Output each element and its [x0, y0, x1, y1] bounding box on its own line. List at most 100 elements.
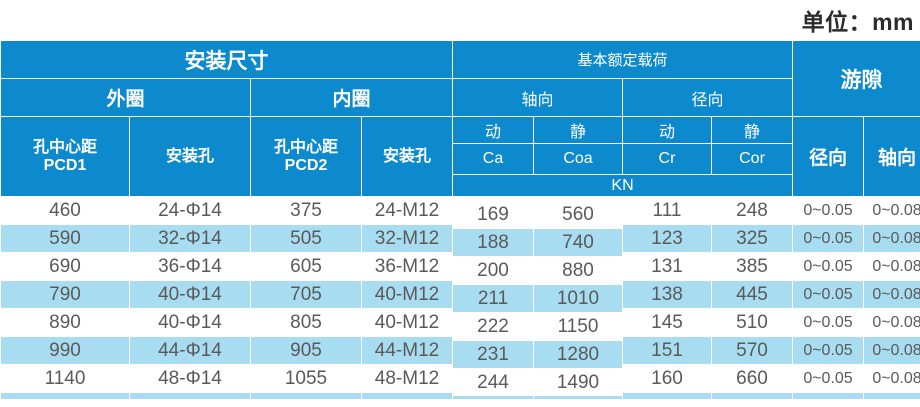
- cell-hole-inner: 24-M12: [362, 197, 452, 224]
- cell-cor: 510: [712, 309, 793, 336]
- cell-coa: 1150: [534, 313, 622, 340]
- cell-cor: 385: [712, 253, 793, 280]
- cell-clearance-axial: 0~0.08: [864, 337, 920, 364]
- cell-partial: [251, 393, 361, 399]
- cell-hole-outer: 40-Φ14: [130, 281, 250, 308]
- cell-pcd2: 605: [251, 253, 361, 280]
- cell-hole-inner: 40-M12: [362, 309, 452, 336]
- cell-coa: 560: [534, 201, 622, 228]
- cell-ca: 244: [453, 369, 533, 396]
- cell-hole-inner: 48-M12: [362, 365, 452, 392]
- cell-hole-inner: 36-M12: [362, 253, 452, 280]
- header-static-radial: 静: [712, 117, 793, 143]
- header-row-codes: Ca Coa Cr Cor: [1, 144, 920, 174]
- cell-clearance-axial: 0~0.08: [864, 281, 920, 308]
- header-row-load-unit: KN: [1, 175, 920, 196]
- cell-hole-inner: 44-M12: [362, 337, 452, 364]
- cell-cr: 123: [623, 225, 711, 252]
- cell-pcd2: 1055: [251, 365, 361, 392]
- cell-clearance-radial: 0~0.05: [793, 253, 864, 280]
- cell-coa: 740: [534, 229, 622, 256]
- cell-cr: 160: [623, 365, 711, 392]
- cell-coa: 1490: [534, 369, 622, 396]
- cell-clearance-radial: 0~0.05: [793, 197, 864, 224]
- table-row: 790 40-Φ14 705 40-M12 211 1010 138 445 0…: [1, 281, 920, 312]
- cell-cor: 325: [712, 225, 793, 252]
- cell-pcd2: 805: [251, 309, 361, 336]
- table-row: 1140 48-Φ14 1055 48-M12 244 1490 160 660…: [1, 365, 920, 396]
- cell-cr: 131: [623, 253, 711, 280]
- cell-cr: 111: [623, 197, 711, 224]
- cell-pcd1: 1140: [1, 365, 129, 392]
- cell-cor: 660: [712, 365, 793, 392]
- header-code-cor: Cor: [712, 144, 793, 174]
- cell-pcd1: 460: [1, 197, 129, 224]
- cell-pcd1: 790: [1, 281, 129, 308]
- cell-coa: 1010: [534, 285, 622, 312]
- cell-coa: 1280: [534, 341, 622, 368]
- header-code-ca: Ca: [453, 144, 533, 174]
- table-row: 990 44-Φ14 905 44-M12 231 1280 151 570 0…: [1, 337, 920, 368]
- cell-pcd1: 890: [1, 309, 129, 336]
- cell-partial: [793, 393, 864, 399]
- header-axial: 轴向: [453, 79, 622, 116]
- cell-hole-outer: 48-Φ14: [130, 365, 250, 392]
- unit-label: 单位：mm: [801, 9, 914, 35]
- cell-hole-outer: 40-Φ14: [130, 309, 250, 336]
- table-row-partial: [1, 393, 920, 399]
- cell-clearance-axial: 0~0.08: [864, 253, 920, 280]
- header-pcd1: 孔中心距 PCD1: [1, 117, 129, 196]
- header-code-cr: Cr: [623, 144, 711, 174]
- cell-pcd1: 590: [1, 225, 129, 252]
- cell-ca: 211: [453, 285, 533, 312]
- cell-cr: 145: [623, 309, 711, 336]
- header-load-unit: KN: [453, 175, 793, 196]
- cell-clearance-axial: 0~0.08: [864, 225, 920, 252]
- header-radial: 径向: [623, 79, 793, 116]
- cell-partial: [534, 393, 622, 399]
- cell-hole-outer: 24-Φ14: [130, 197, 250, 224]
- table-row: 460 24-Φ14 375 24-M12 169 560 111 248 0~…: [1, 197, 920, 228]
- cell-clearance-radial: 0~0.05: [793, 309, 864, 336]
- cell-pcd1: 690: [1, 253, 129, 280]
- cell-hole-outer: 36-Φ14: [130, 253, 250, 280]
- header-pcd1-line1: 孔中心距: [32, 138, 97, 156]
- cell-clearance-radial: 0~0.05: [793, 225, 864, 252]
- header-row-level-1: 安装尺寸 基本额定载荷 游隙: [1, 41, 920, 116]
- header-clearance-radial: 径向: [793, 117, 864, 196]
- cell-ca: 222: [453, 313, 533, 340]
- cell-hole-outer: 44-Φ14: [130, 337, 250, 364]
- header-pcd2: 孔中心距 PCD2: [251, 117, 361, 196]
- header-basic-load-rating: 基本额定载荷: [453, 41, 793, 78]
- cell-pcd2: 905: [251, 337, 361, 364]
- table-row: 890 40-Φ14 805 40-M12 222 1150 145 510 0…: [1, 309, 920, 340]
- table-row: 590 32-Φ14 505 32-M12 188 740 123 325 0~…: [1, 225, 920, 256]
- cell-pcd1: 990: [1, 337, 129, 364]
- cell-ca: 169: [453, 201, 533, 228]
- header-row-level-2: 外圈 内圈 轴向 径向: [1, 79, 920, 116]
- cell-partial: [453, 393, 533, 399]
- bearing-specification-table: 安装尺寸 基本额定载荷 游隙 外圈 内圈 轴向 径向 孔中心距 PCD1 安装孔…: [0, 40, 920, 400]
- unit-caption-bar: 单位：mm: [0, 0, 920, 40]
- cell-hole-inner: 32-M12: [362, 225, 452, 252]
- cell-cr: 138: [623, 281, 711, 308]
- header-dynamic-axial: 动: [453, 117, 533, 143]
- header-outer-ring: 外圈: [1, 79, 250, 116]
- cell-cor: 248: [712, 197, 793, 224]
- cell-coa: 880: [534, 257, 622, 284]
- cell-clearance-radial: 0~0.05: [793, 281, 864, 308]
- cell-pcd2: 705: [251, 281, 361, 308]
- cell-hole-inner: 40-M12: [362, 281, 452, 308]
- header-clearance-axial: 轴向: [864, 117, 920, 196]
- cell-hole-outer: 32-Φ14: [130, 225, 250, 252]
- header-row-level-3: 孔中心距 PCD1 安装孔 孔中心距 PCD2 安装孔 动 静 动 静 径向 轴…: [1, 117, 920, 196]
- cell-partial: [712, 393, 793, 399]
- cell-clearance-axial: 0~0.08: [864, 197, 920, 224]
- header-pcd2-line1: 孔中心距: [273, 138, 338, 156]
- cell-clearance-radial: 0~0.05: [793, 337, 864, 364]
- header-mounting-dimensions: 安装尺寸: [1, 41, 452, 78]
- header-pcd1-line2: PCD1: [43, 156, 87, 174]
- cell-ca: 188: [453, 229, 533, 256]
- cell-partial: [1, 393, 129, 399]
- cell-cor: 570: [712, 337, 793, 364]
